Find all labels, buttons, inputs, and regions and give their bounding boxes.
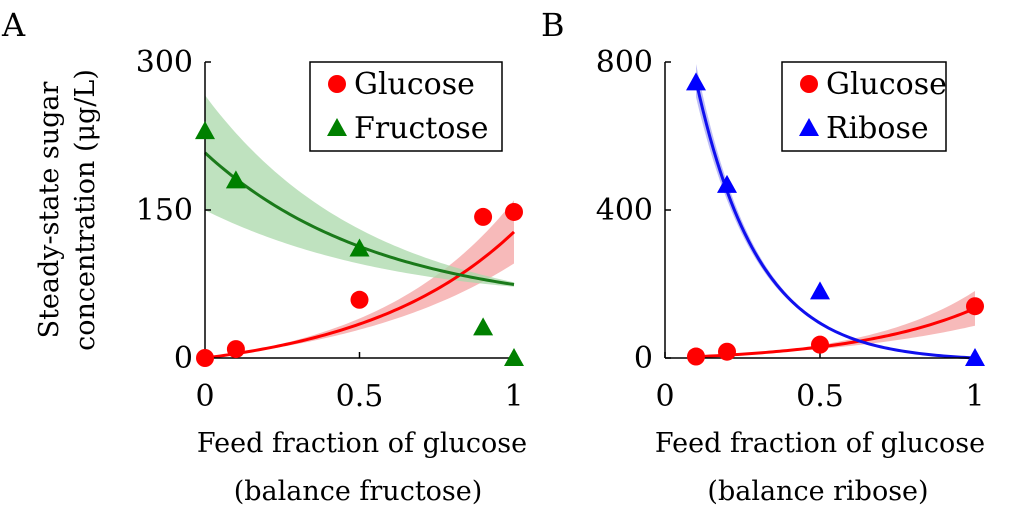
panel-b-letter: B [541,6,565,44]
panel-a-fructose-confidence-band [205,95,514,287]
panel-a-glucose-point [350,290,369,309]
panel-a-marks [195,121,524,367]
panel-a-x-tick-label: 0 [195,379,214,414]
panel-b-ribose-point [810,281,830,300]
panel-a-glucose-point [226,340,245,359]
panel-b-legend-ribose-label: Ribose [826,111,929,146]
panel-b-y-tick-label: 400 [596,193,653,228]
panel-a-fructose-point [195,121,215,140]
panel-a-fructose-point [225,170,246,189]
panel-a-glucose-point [196,349,214,367]
panel-b-legend-ribose-marker [799,118,819,136]
panel-a-fructose-point [349,238,370,257]
panel-b-ribose-point [965,348,985,366]
panel-a-legend-glucose-label: Glucose [354,67,475,102]
panel-b-chart: 0 400 800 0 0.5 1 Glucose Ribose Feed fraction… [596,45,985,507]
y-axis-label-line1: Steady-state sugar [34,81,65,338]
panel-b-marks [686,72,985,366]
panel-b-legend-glucose-label: Glucose [826,67,947,102]
y-axis-label-line2: concentration (μg/L) [70,69,101,351]
panel-a-x-axis-label-line1: Feed fraction of glucose [197,428,527,459]
panel-a-y-tick-label: 300 [136,45,193,80]
panel-a-y-tick-label: 150 [136,193,193,228]
panel-b-x-axis-label-line2: (balance ribose) [707,476,928,507]
panel-b-x-tick-label: 1 [965,379,984,414]
panel-b-axes: 0 400 800 0 0.5 1 [596,45,985,414]
panel-b-x-tick-label: 0 [655,379,674,414]
panel-b-fits [694,80,976,360]
panel-b-y-tick-label: 800 [596,45,653,80]
panel-a-y-tick-label: 0 [174,341,193,376]
panel-b-legend: Glucose Ribose [781,61,947,152]
panel-b-x-axis-label-line1: Feed fraction of glucose [655,428,985,459]
panel-a-chart: 0 150 300 0 0.5 1 Glucose Fructose Feed fracti… [136,45,527,507]
panel-a-x-tick-label: 0.5 [336,379,384,414]
panel-a-fructose-point [504,348,524,366]
panel-b-glucose-point [811,335,829,354]
panel-b-glucose-point [966,297,984,316]
panel-a-letter: A [1,6,26,44]
panel-b-y-tick-label: 0 [634,341,653,376]
panel-a-glucose-point [474,207,493,226]
panel-a-x-axis-label-line2: (balance fructose) [234,476,483,507]
panel-a-legend-fructose-label: Fructose [354,111,489,146]
panel-a-fructose-point [473,317,494,336]
panel-b-ribose-point [686,72,706,91]
panel-b-glucose-fit-line [695,306,976,359]
panel-a-legend-fructose-marker [327,118,347,136]
panel-a-glucose-point [505,202,523,221]
panel-b-x-tick-label: 0.5 [796,379,844,414]
panel-a-glucose-fit-line [204,230,516,360]
panel-a-legend-glucose-marker [328,75,346,93]
panel-b-glucose-point [687,347,705,366]
panel-b-ribose-point [717,174,737,193]
panel-b-glucose-point [718,342,736,361]
panel-a-legend: Glucose Fructose [309,61,503,152]
panel-b-legend-glucose-marker [800,75,818,93]
panel-b-ribose-fit-line [694,80,976,360]
panel-a-x-tick-label: 1 [504,379,523,414]
